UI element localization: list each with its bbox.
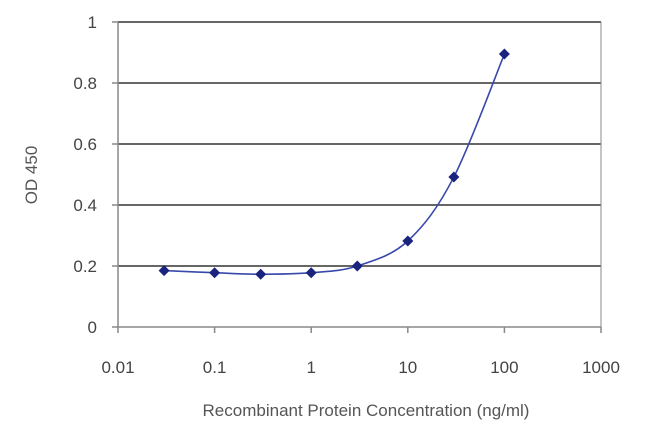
data-point [351, 260, 363, 272]
y-tick-label: 0.6 [73, 135, 97, 154]
y-tick-label: 0.8 [73, 74, 97, 93]
series-group [158, 48, 510, 280]
data-point [209, 267, 221, 279]
y-tick-label: 0.4 [73, 196, 97, 215]
plot-area [118, 22, 601, 327]
data-point [158, 265, 170, 277]
data-point [498, 48, 510, 60]
x-axis-label: Recombinant Protein Concentration (ng/ml… [203, 401, 530, 420]
x-tick-label: 100 [490, 358, 518, 377]
y-tick-label: 0 [88, 318, 97, 337]
data-point [402, 235, 414, 247]
axes [112, 21, 602, 333]
x-tick-label: 0.01 [101, 358, 134, 377]
data-point [448, 171, 460, 183]
x-tick-label: 0.1 [203, 358, 227, 377]
y-tick-label: 1 [88, 13, 97, 32]
data-point [305, 267, 317, 279]
y-tick-label: 0.2 [73, 257, 97, 276]
y-axis-label: OD 450 [22, 146, 41, 205]
x-tick-label: 10 [398, 358, 417, 377]
y-tick-labels: 0 0.2 0.4 0.6 0.8 1 [73, 13, 97, 337]
gridlines [118, 21, 601, 267]
series-line [164, 53, 506, 276]
data-point [255, 268, 267, 280]
x-tick-label: 1 [306, 358, 315, 377]
x-tick-label: 1000 [582, 358, 620, 377]
x-tick-labels: 0.01 0.1 1 10 100 1000 [101, 358, 619, 377]
